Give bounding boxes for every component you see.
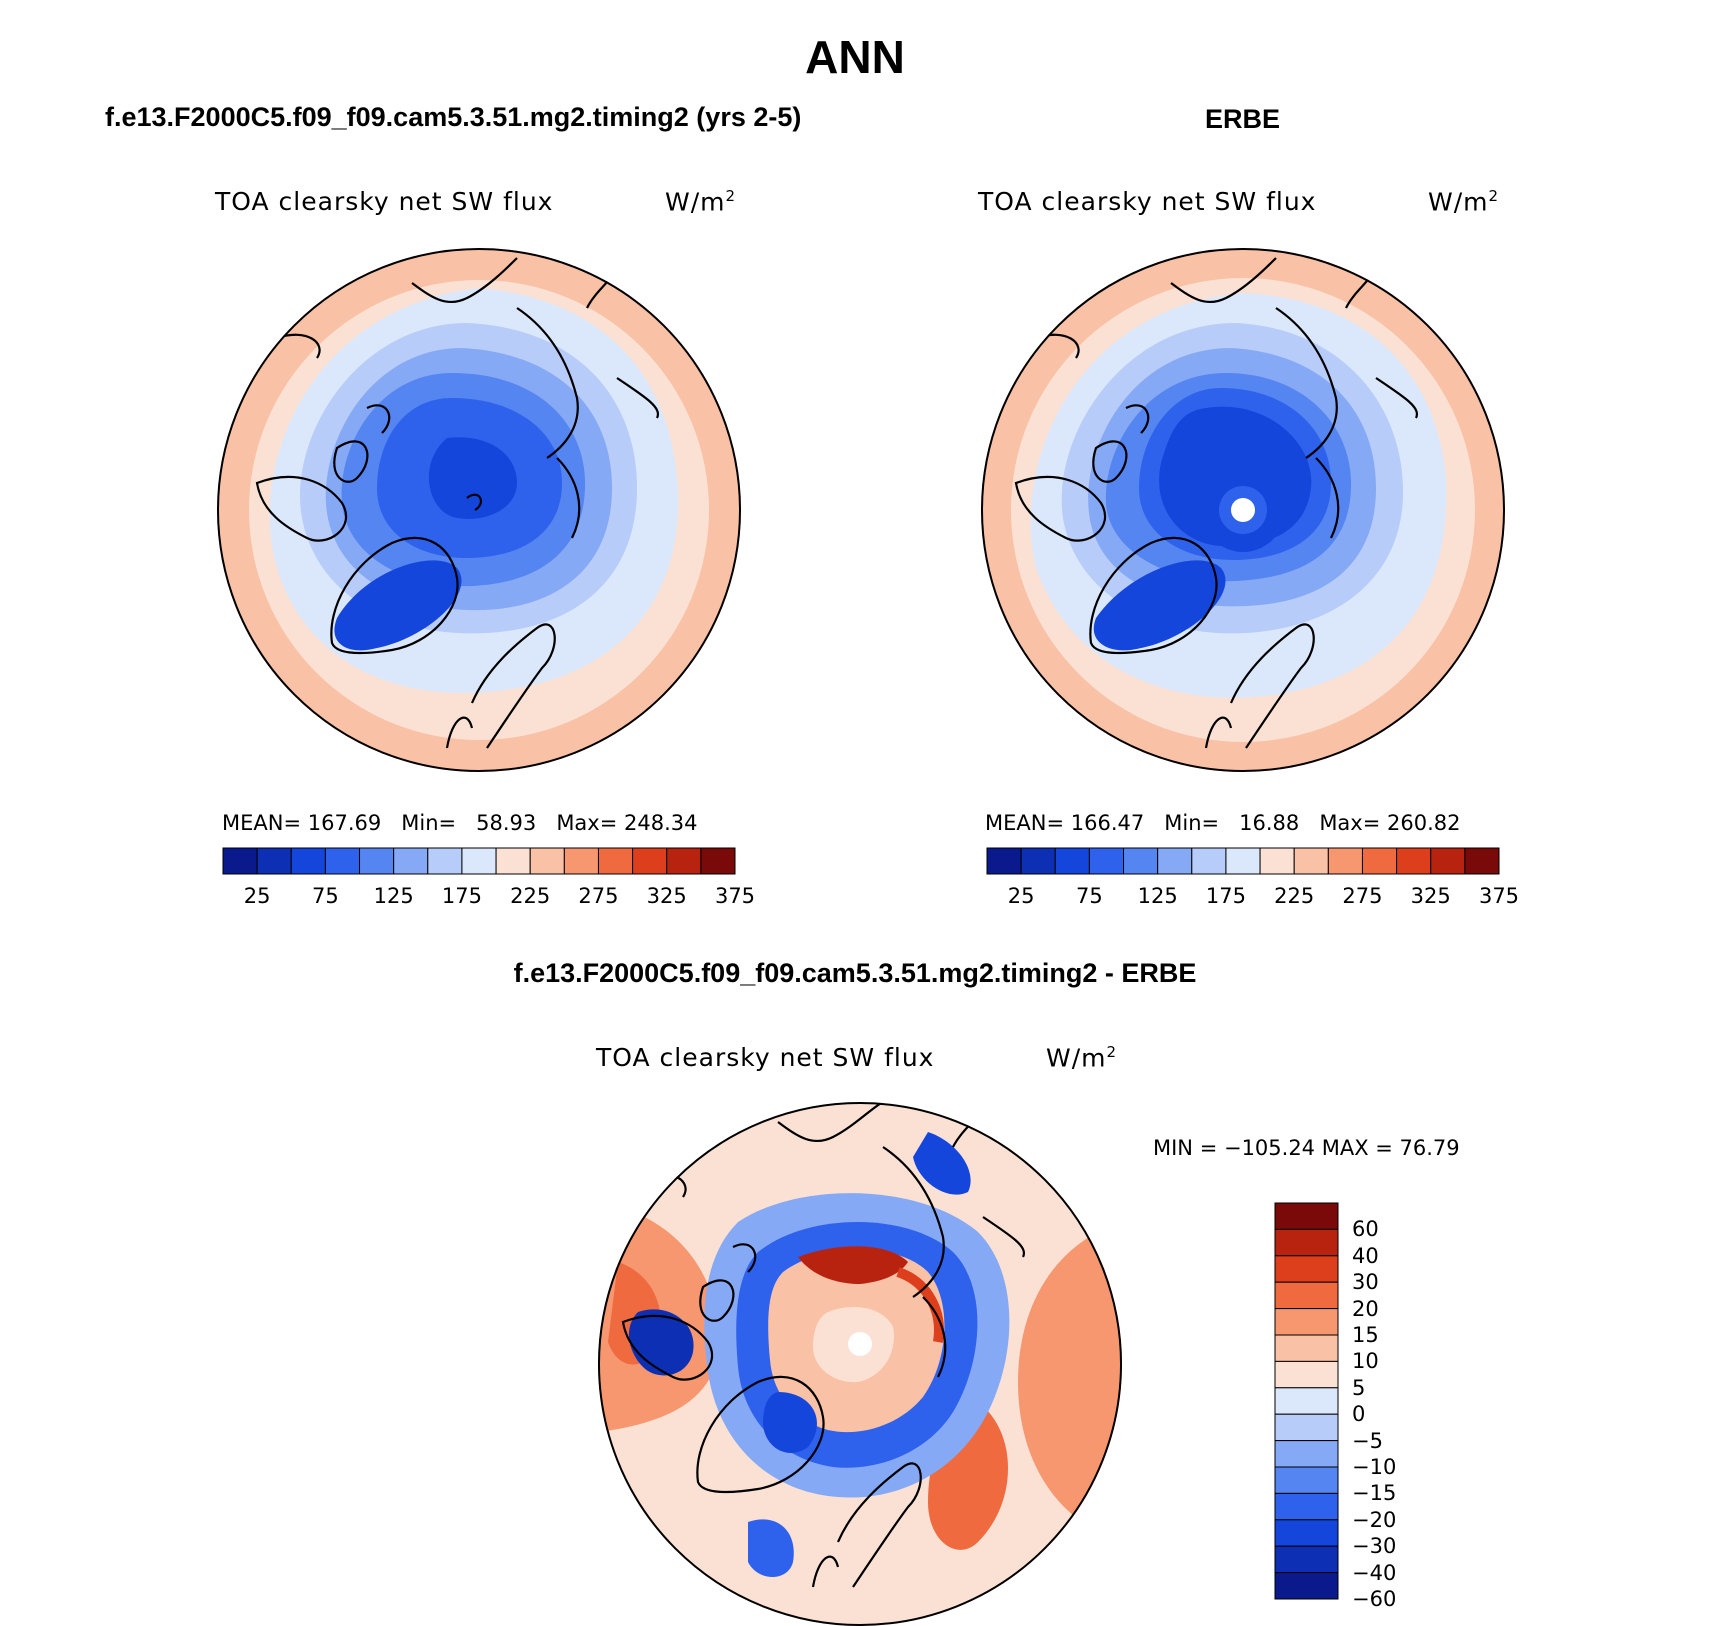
colorbar-swatch	[1274, 1519, 1339, 1547]
colorbar-swatch	[1361, 847, 1398, 875]
colorbar-tick-label: 75	[1076, 884, 1103, 908]
colorbar-tick-label: −15	[1352, 1481, 1397, 1506]
diff-colorbar-labels: 60 40 30 20 15 10 5 0 −5 −10 −15 −20 −30 −40 −60	[1350, 1203, 1430, 1611]
colorbar-tick-label: 275	[578, 884, 619, 908]
colorbar-tick-label: 5	[1352, 1375, 1366, 1400]
colorbar-swatch	[1274, 1492, 1339, 1521]
obs-polar-map	[981, 248, 1505, 772]
colorbar-swatch	[1123, 847, 1159, 875]
colorbar-tick-label: 325	[1410, 884, 1451, 908]
colorbar-swatch	[1088, 847, 1125, 875]
colorbar-swatch	[256, 847, 292, 875]
colorbar-swatch	[290, 847, 326, 875]
colorbar-swatch	[597, 847, 634, 875]
colorbar-tick-label: 40	[1352, 1243, 1379, 1268]
diff-polar-map	[598, 1102, 1122, 1626]
colorbar-tick-label: 125	[373, 884, 414, 908]
obs-colorbar-labels: 25 75 125 175 225 275 325 375	[987, 884, 1519, 910]
colorbar-swatch	[1274, 1334, 1339, 1362]
colorbar-swatch	[1274, 1360, 1339, 1389]
colorbar-tick-label: 325	[646, 884, 687, 908]
model-colorbar	[222, 847, 736, 875]
colorbar-swatch	[1259, 847, 1295, 875]
model-variable-label: TOA clearsky net SW flux	[215, 187, 554, 216]
colorbar-swatch	[1191, 847, 1227, 875]
model-panel-title: f.e13.F2000C5.f09_f09.cam5.3.51.mg2.timi…	[105, 102, 802, 132]
colorbar-swatch	[1274, 1466, 1339, 1494]
colorbar-tick-label: 15	[1352, 1323, 1379, 1347]
colorbar-swatch	[427, 847, 463, 875]
colorbar-tick-label: −60	[1352, 1587, 1397, 1611]
colorbar-swatch	[222, 847, 258, 875]
diff-units-label: W/m2	[1046, 1043, 1118, 1073]
colorbar-swatch	[393, 847, 429, 875]
colorbar-tick-label: −40	[1352, 1560, 1397, 1585]
colorbar-swatch	[1274, 1255, 1339, 1283]
colorbar-swatch	[1274, 1202, 1339, 1230]
obs-panel-title: ERBE	[1205, 104, 1281, 134]
colorbar-swatch	[1430, 847, 1466, 875]
colorbar-swatch	[1274, 1228, 1339, 1257]
colorbar-swatch	[666, 847, 702, 875]
model-units-label: W/m2	[665, 187, 737, 217]
colorbar-swatch	[1054, 847, 1090, 875]
colorbar-swatch	[1274, 1572, 1339, 1600]
colorbar-swatch	[700, 847, 736, 875]
obs-units-label: W/m2	[1428, 187, 1500, 217]
colorbar-tick-label: −5	[1352, 1428, 1383, 1453]
colorbar-swatch	[1157, 847, 1193, 875]
colorbar-tick-label: 20	[1352, 1296, 1379, 1321]
colorbar-swatch	[1274, 1545, 1339, 1574]
obs-colorbar	[986, 847, 1500, 875]
colorbar-swatch	[1327, 847, 1363, 875]
model-stats: MEAN= 167.69 Min= 58.93 Max= 248.34	[222, 811, 698, 835]
colorbar-swatch	[1464, 847, 1500, 875]
colorbar-swatch	[986, 847, 1022, 875]
obs-variable-label: TOA clearsky net SW flux	[978, 187, 1317, 216]
colorbar-tick-label: −30	[1352, 1534, 1397, 1559]
colorbar-tick-label: 375	[1478, 884, 1520, 908]
diff-minmax: MIN = −105.24 MAX = 76.79	[1153, 1136, 1460, 1160]
colorbar-swatch	[1274, 1281, 1339, 1310]
colorbar-swatch	[359, 847, 395, 875]
colorbar-tick-label: 125	[1137, 884, 1178, 908]
obs-stats: MEAN= 166.47 Min= 16.88 Max= 260.82	[985, 811, 1461, 835]
colorbar-swatch	[1293, 847, 1329, 875]
colorbar-tick-label: 275	[1342, 884, 1383, 908]
colorbar-swatch	[1274, 1308, 1339, 1336]
colorbar-swatch	[495, 847, 531, 875]
colorbar-tick-label: 375	[714, 884, 756, 908]
colorbar-swatch	[1396, 847, 1432, 875]
colorbar-tick-label: 175	[1205, 884, 1246, 908]
colorbar-swatch	[1274, 1413, 1339, 1442]
colorbar-swatch	[529, 847, 565, 875]
colorbar-tick-label: 25	[1007, 884, 1035, 908]
colorbar-swatch	[324, 847, 361, 875]
colorbar-swatch	[1274, 1440, 1339, 1468]
colorbar-tick-label: 10	[1352, 1349, 1379, 1374]
colorbar-tick-label: 0	[1352, 1402, 1366, 1427]
diff-colorbar	[1274, 1202, 1339, 1600]
figure-title: ANN	[805, 31, 905, 83]
colorbar-swatch	[1274, 1387, 1339, 1415]
colorbar-swatch	[563, 847, 599, 875]
model-polar-map	[217, 248, 741, 772]
colorbar-tick-label: 225	[510, 884, 551, 908]
colorbar-tick-label: −20	[1352, 1507, 1397, 1532]
model-colorbar-labels: 25 75 125 175 225 275 325 375	[223, 884, 755, 910]
colorbar-swatch	[1225, 847, 1261, 875]
colorbar-tick-label: 25	[243, 884, 271, 908]
colorbar-swatch	[1020, 847, 1056, 875]
colorbar-tick-label: 30	[1352, 1270, 1379, 1295]
colorbar-tick-label: 175	[441, 884, 482, 908]
diff-variable-label: TOA clearsky net SW flux	[596, 1043, 935, 1072]
colorbar-tick-label: 75	[312, 884, 339, 908]
colorbar-tick-label: 60	[1352, 1217, 1379, 1242]
colorbar-tick-label: 225	[1274, 884, 1315, 908]
diff-panel-title: f.e13.F2000C5.f09_f09.cam5.3.51.mg2.timi…	[513, 958, 1197, 988]
colorbar-swatch	[461, 847, 497, 875]
colorbar-tick-label: −10	[1352, 1455, 1397, 1479]
colorbar-swatch	[632, 847, 668, 875]
